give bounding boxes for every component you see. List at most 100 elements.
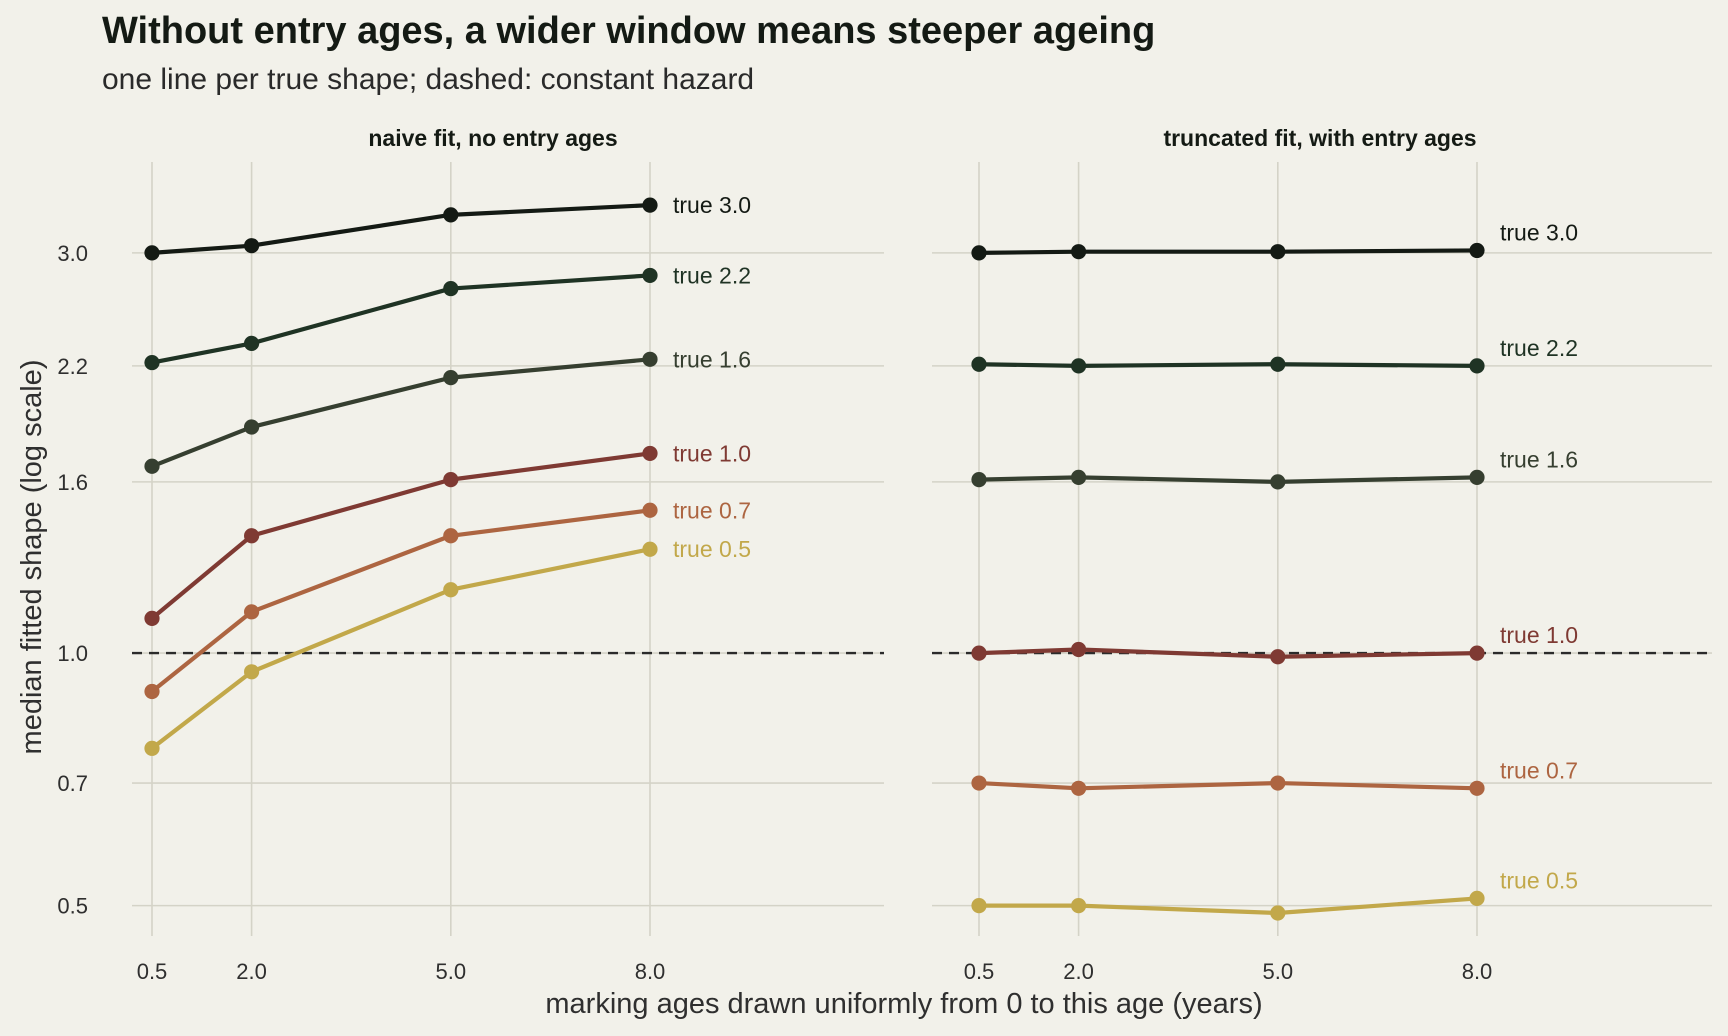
series-true-1-0: true 1.0 (971, 622, 1578, 665)
series-line (976, 475, 1480, 484)
series-label: true 1.0 (673, 440, 751, 466)
data-point (144, 354, 160, 371)
x-tick-label: 8.0 (1462, 959, 1493, 984)
data-point (443, 280, 459, 297)
series-line (149, 357, 653, 469)
series-true-2-2: true 2.2 (971, 335, 1578, 374)
data-point (642, 197, 658, 213)
series-true-1-6: true 1.6 (971, 446, 1578, 490)
x-tick-label: 5.0 (1263, 959, 1294, 984)
series-line (976, 780, 1480, 791)
data-point (1071, 358, 1087, 374)
data-point (443, 472, 459, 488)
panel-title-truncated: truncated fit, with entry ages (1163, 125, 1476, 151)
series-true-1-6: true 1.6 (144, 346, 751, 474)
series-label: true 0.7 (673, 497, 751, 523)
data-point (1469, 469, 1485, 485)
data-point (1270, 649, 1286, 665)
data-point (244, 604, 260, 620)
data-point (443, 207, 459, 223)
series-line (149, 451, 653, 621)
data-point (144, 458, 160, 474)
series-true-0-7: true 0.7 (144, 497, 751, 700)
data-point (971, 645, 987, 661)
panel-title-naive: naive fit, no entry ages (368, 125, 617, 151)
series-line (976, 362, 1480, 368)
x-tick-label: 2.0 (236, 959, 267, 984)
data-point (244, 335, 260, 351)
chart-subtitle: one line per true shape; dashed: constan… (102, 63, 754, 96)
data-point (144, 740, 160, 756)
data-point (144, 245, 160, 261)
data-point (144, 683, 160, 700)
data-point (971, 775, 987, 791)
series-line (149, 508, 653, 694)
data-point (1270, 905, 1286, 921)
series-true-0-7: true 0.7 (971, 757, 1578, 796)
data-point (1469, 645, 1485, 661)
data-point (971, 245, 987, 261)
series-line (149, 203, 653, 255)
gridlines (932, 162, 1712, 936)
series-label: true 0.5 (1500, 867, 1578, 893)
gridlines (132, 162, 884, 936)
data-point (443, 528, 459, 544)
series-true-2-2: true 2.2 (144, 262, 751, 371)
data-point (642, 351, 658, 367)
y-tick-label: 3.0 (57, 241, 88, 266)
series-line (976, 896, 1480, 916)
series-true-3-0: true 3.0 (144, 192, 751, 261)
data-point (244, 419, 260, 435)
data-point (971, 898, 987, 914)
y-tick-label: 1.6 (57, 470, 88, 495)
data-point (244, 528, 260, 544)
series-label: true 3.0 (1500, 219, 1578, 245)
series-label: true 0.5 (673, 536, 751, 562)
y-tick-label: 0.5 (57, 894, 88, 919)
data-point (1469, 780, 1485, 796)
y-tick-label: 2.2 (57, 354, 88, 379)
data-point (443, 370, 459, 386)
series-line (976, 647, 1480, 659)
data-point (244, 238, 260, 254)
data-point (1270, 244, 1286, 260)
series-line (149, 273, 653, 365)
series-true-0-5: true 0.5 (144, 536, 751, 756)
data-point (244, 664, 260, 680)
series-label: true 2.2 (1500, 335, 1578, 361)
y-tick-label: 0.7 (57, 771, 88, 796)
series-label: true 1.6 (1500, 446, 1578, 472)
series-line (149, 547, 653, 751)
tick-labels: 0.5 2.0 5.0 8.0 (964, 959, 1493, 984)
series-line (976, 248, 1480, 255)
tick-labels: 0.5 0.7 1.0 1.6 2.2 3.0 0.5 2.0 5.0 8.0 (57, 241, 665, 984)
data-point (1071, 641, 1087, 658)
data-point (971, 356, 987, 372)
data-point (1469, 890, 1485, 907)
data-point (1071, 898, 1087, 914)
x-tick-label: 5.0 (436, 959, 467, 984)
data-point (642, 541, 658, 557)
series-layer: true 3.0 true 2.2 true 1.6 true 1.0 true 0.7… (144, 192, 751, 756)
data-point (971, 472, 987, 488)
data-point (1270, 474, 1286, 490)
data-point (1071, 244, 1087, 260)
series-label: true 2.2 (673, 262, 751, 288)
panel-truncated-fit: truncated fit, with entry ages true 3.0 t… (932, 125, 1712, 984)
y-tick-label: 1.0 (57, 641, 88, 666)
panel-naive-fit: naive fit, no entry ages true 3.0 true 2.… (57, 125, 884, 984)
data-point (443, 582, 459, 598)
series-label: true 0.7 (1500, 757, 1578, 783)
series-label: true 1.0 (1500, 622, 1578, 648)
data-point (144, 610, 160, 626)
data-point (642, 267, 658, 284)
series-true-1-0: true 1.0 (144, 440, 751, 626)
chart-title: Without entry ages, a wider window means… (102, 10, 1155, 52)
data-point (1071, 780, 1087, 796)
x-tick-label: 0.5 (137, 959, 168, 984)
data-point (1071, 469, 1087, 485)
data-point (1469, 358, 1485, 374)
data-point (1270, 356, 1286, 372)
x-tick-label: 2.0 (1063, 959, 1094, 984)
data-point (642, 445, 658, 462)
